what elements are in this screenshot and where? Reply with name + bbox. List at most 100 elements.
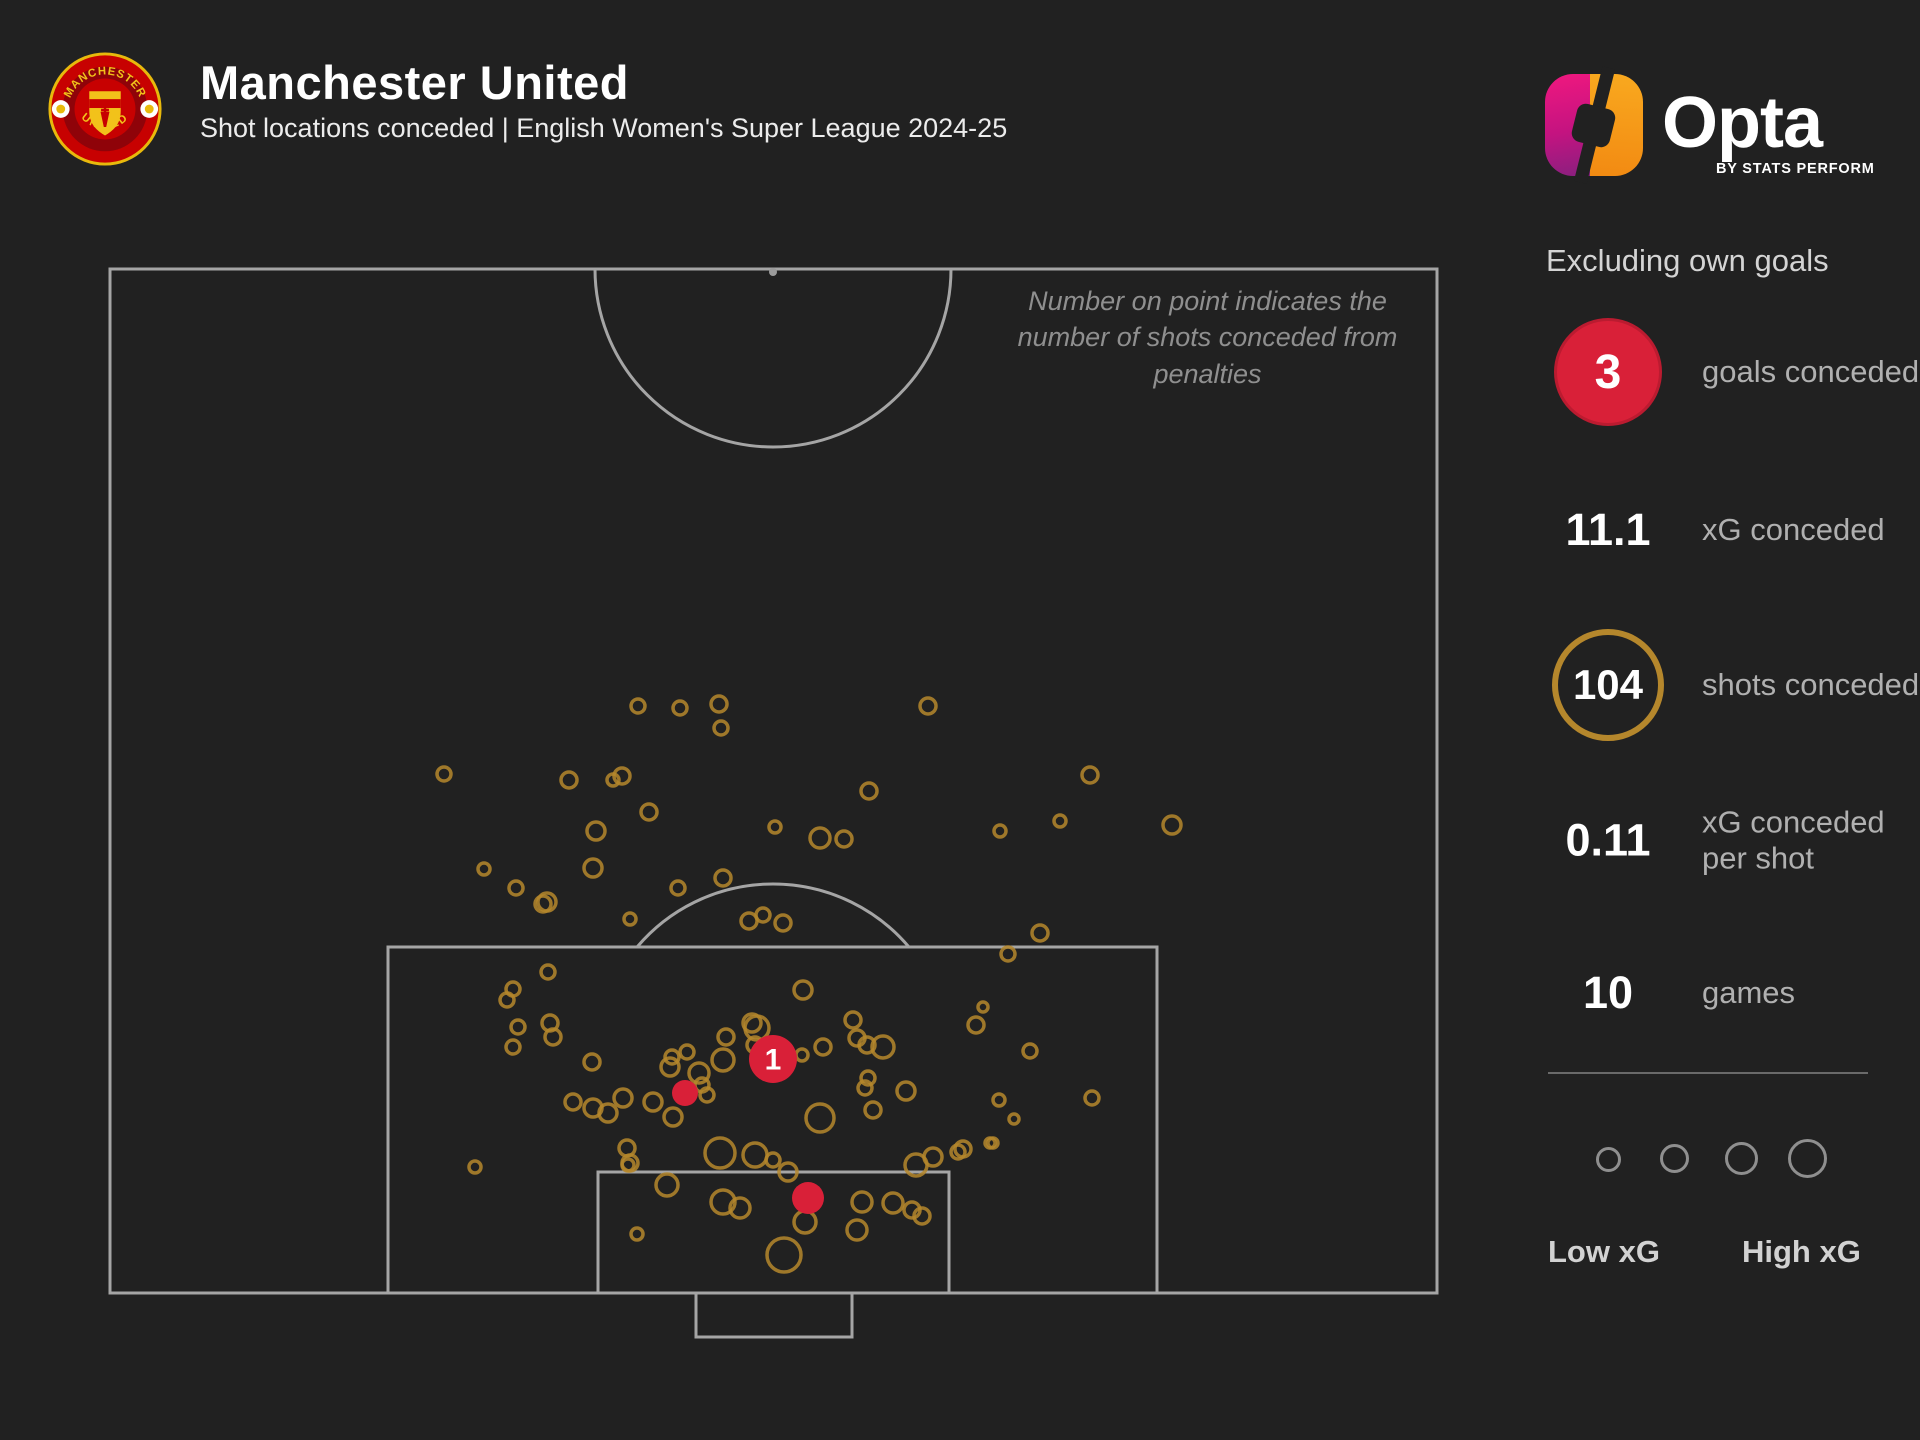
shot-marker (859, 1069, 877, 1087)
panel-heading: Excluding own goals (1546, 243, 1829, 278)
shot-marker (741, 1012, 763, 1034)
shot-marker (559, 770, 579, 790)
shot-marker (991, 1092, 1007, 1108)
shot-marker (843, 1010, 863, 1030)
legend-circle-smallest (1596, 1147, 1621, 1172)
shot-marker (669, 879, 687, 897)
shot-marker (992, 823, 1008, 839)
stat-xg-conceded: 11.1 xG conceded (1542, 504, 1920, 556)
shot-marker (507, 879, 525, 897)
shot-marker (777, 1161, 799, 1183)
shot-marker (1021, 1042, 1039, 1060)
stat-games: 10 games (1542, 967, 1920, 1019)
centre-spot (769, 268, 777, 276)
shots-conceded-badge: 104 (1552, 629, 1664, 741)
legend-circle-largest (1788, 1139, 1827, 1178)
stat-label: shots conceded (1702, 667, 1920, 703)
shot-marker (1080, 765, 1100, 785)
shot-marker (678, 1043, 696, 1061)
shot-marker (856, 1079, 874, 1097)
stat-shots-conceded: 104 shots conceded (1542, 629, 1920, 741)
opta-wordmark: Opta (1662, 83, 1823, 163)
shot-marker (976, 1000, 990, 1014)
shot-marker (582, 1052, 602, 1072)
goal-area (596, 1170, 951, 1295)
shot-marker (585, 820, 607, 842)
shot-marker (687, 1061, 711, 1085)
shot-marker (808, 826, 832, 850)
page-title: Manchester United (200, 56, 629, 109)
shot-marker (622, 911, 638, 927)
shot-marker (435, 765, 453, 783)
shot-marker (654, 1172, 680, 1198)
shot-marker (1161, 814, 1183, 836)
stat-label: goals conceded (1702, 354, 1920, 390)
shot-marker (773, 913, 793, 933)
pitch-lines (108, 267, 1439, 1339)
shot-marker (703, 1136, 737, 1170)
shot-marker (792, 979, 814, 1001)
xg-conceded-value: 11.1 (1565, 504, 1651, 555)
opta-byline: BY STATS PERFORM (1716, 161, 1875, 177)
stat-label: xG conceded (1702, 512, 1885, 548)
shot-marker (863, 1100, 883, 1120)
shot-marker (794, 1047, 810, 1063)
shot-marker (764, 1151, 782, 1169)
shot-marker (662, 1106, 684, 1128)
manchester-united-crest: MANCHESTER UNITED (48, 52, 162, 166)
shot-marker (509, 1018, 527, 1036)
shot-marker (582, 857, 604, 879)
shot-marker (659, 1056, 681, 1078)
shot-marker (612, 1087, 634, 1109)
shot-marker (709, 1188, 737, 1216)
shot-marker (881, 1191, 905, 1215)
shot-marker (728, 1196, 752, 1220)
shot-marker (804, 1102, 836, 1134)
goal-marker (749, 1035, 797, 1083)
shot-marker (903, 1152, 929, 1178)
shot-marker (671, 699, 689, 717)
shot-marker (716, 1027, 736, 1047)
shot-marker (620, 1157, 636, 1173)
shot-marker (792, 1209, 818, 1235)
centre-circle (593, 268, 953, 449)
shot-marker (966, 1015, 986, 1035)
stat-goals-conceded: 3 goals conceded (1542, 318, 1920, 426)
shot-marker (533, 894, 553, 914)
shot-marker (617, 1138, 637, 1158)
shot-marker (712, 719, 730, 737)
legend-circle-large (1725, 1142, 1758, 1175)
pitch-boundary (108, 267, 1439, 1295)
shot-marker (834, 829, 854, 849)
penalty-note: Number on point indicates the number of … (1017, 286, 1398, 389)
stat-label: xG conceded per shot (1702, 804, 1885, 875)
shot-marker (642, 1091, 664, 1113)
shot-marker (767, 819, 783, 835)
panel-divider (1548, 1072, 1868, 1074)
shot-marker (1030, 923, 1050, 943)
shot-marker (859, 781, 879, 801)
shot-marker (543, 1027, 563, 1047)
shot-marker (504, 1038, 522, 1056)
legend-circle-small (1660, 1144, 1689, 1173)
shot-marker (850, 1190, 874, 1214)
shot-marker (813, 1037, 833, 1057)
shot-marker (870, 1034, 896, 1060)
shot-marker (539, 963, 557, 981)
shot-marker (1052, 813, 1068, 829)
shot-marker (845, 1218, 869, 1242)
goals-conceded-badge: 3 (1554, 318, 1662, 426)
page-subtitle: Shot locations conceded | English Women'… (200, 113, 1008, 143)
shot-marker (1007, 1112, 1021, 1126)
shot-marker (949, 1143, 967, 1161)
penalty-count-label: 1 (765, 1044, 782, 1077)
shot-marker (498, 991, 516, 1009)
shot-markers-layer: 1 (435, 694, 1183, 1274)
penalty-arc (635, 882, 911, 948)
shot-marker (983, 1136, 997, 1150)
goal-marker (792, 1182, 824, 1214)
opta-logo-icon (1545, 66, 1643, 184)
shot-marker (999, 945, 1017, 963)
xg-per-shot-value: 0.11 (1565, 814, 1651, 865)
